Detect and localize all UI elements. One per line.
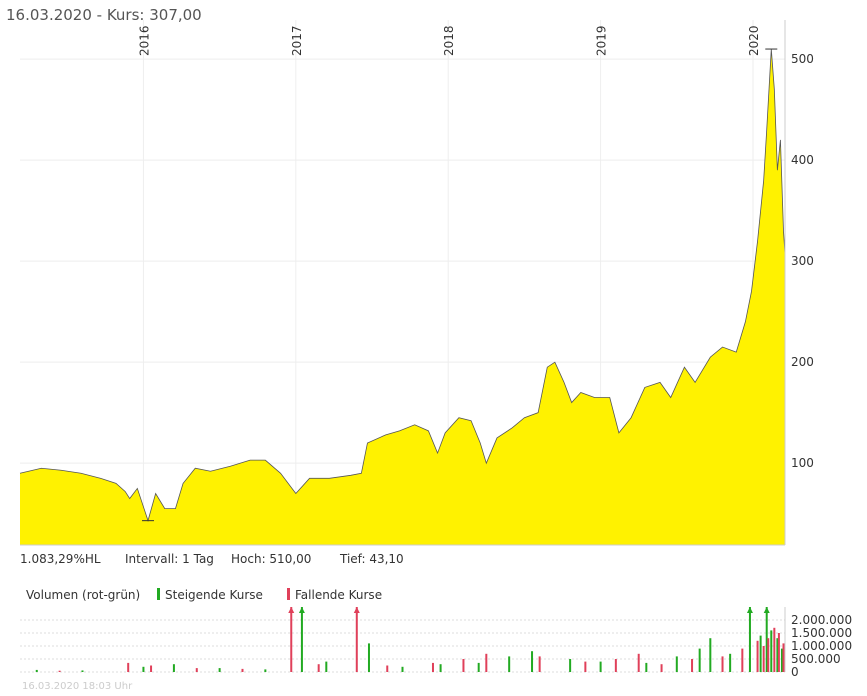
y-tick-label: 300 bbox=[791, 254, 814, 268]
volume-bar bbox=[691, 659, 694, 672]
area bbox=[20, 49, 785, 545]
volume-bar bbox=[538, 656, 541, 672]
overflow-arrow bbox=[288, 607, 295, 613]
overflow-arrow bbox=[353, 607, 360, 613]
x-tick-label: 2020 bbox=[747, 25, 761, 56]
volume-bar bbox=[782, 643, 785, 672]
volume-bar bbox=[485, 653, 488, 672]
x-tick-label: 2019 bbox=[595, 25, 609, 56]
volume-bar bbox=[218, 668, 221, 672]
y-tick-label: 100 bbox=[791, 456, 814, 470]
volume-bar bbox=[741, 648, 744, 672]
y-tick-label: 200 bbox=[791, 355, 814, 369]
y-tick-label: 0 bbox=[791, 665, 799, 679]
volume-bar bbox=[431, 662, 434, 672]
volume-bar bbox=[660, 664, 663, 672]
volume-bar bbox=[386, 665, 389, 672]
info: Hoch: 510,00 bbox=[231, 552, 311, 566]
volume-bar bbox=[756, 640, 759, 672]
info: Intervall: 1 Tag bbox=[125, 552, 214, 566]
volume-bar bbox=[317, 664, 320, 672]
volume-bar bbox=[290, 607, 293, 672]
y-tick-label: 1.500.000 bbox=[791, 626, 852, 640]
volume-bar bbox=[698, 648, 701, 672]
volume-bar bbox=[508, 656, 511, 672]
volume-bar bbox=[584, 661, 587, 672]
volume-bar bbox=[172, 664, 175, 672]
volume-bar bbox=[569, 659, 572, 672]
volume-title: Volumen (rot-grün) bbox=[26, 588, 140, 602]
volume-bar bbox=[142, 666, 145, 672]
volume-bar bbox=[58, 670, 61, 672]
header: 16.03.2020 - Kurs: 307,00 bbox=[6, 6, 202, 24]
x-tick-label: 2018 bbox=[442, 25, 456, 56]
y-tick-label: 500 bbox=[791, 52, 814, 66]
volume-bar bbox=[773, 627, 776, 672]
info: 1.083,29%HL bbox=[20, 552, 101, 566]
volume-bar bbox=[770, 630, 773, 672]
volume-bar bbox=[599, 661, 602, 672]
legend-label: Steigende Kurse bbox=[165, 588, 263, 602]
volume-bar bbox=[767, 638, 770, 672]
y-tick-label: 1.000.000 bbox=[791, 639, 852, 653]
volume-bar bbox=[776, 638, 779, 672]
volume-bar bbox=[759, 635, 762, 672]
volume-bar bbox=[462, 659, 465, 672]
volume-bar bbox=[127, 662, 130, 672]
volume-bar bbox=[675, 656, 678, 672]
volume-bar bbox=[439, 664, 442, 672]
volume-bar bbox=[264, 669, 267, 672]
legend-label: Fallende Kurse bbox=[295, 588, 382, 602]
info: Tief: 43,10 bbox=[339, 552, 404, 566]
y-tick-label: 500.000 bbox=[791, 652, 841, 666]
volume-bar bbox=[645, 662, 648, 672]
x-tick-label: 2017 bbox=[290, 25, 304, 56]
line bbox=[19, 49, 786, 523]
footer: 16.03.2020 18:03 Uhr bbox=[22, 681, 133, 692]
x-tick-label: 2016 bbox=[137, 25, 151, 56]
overflow-arrow bbox=[298, 607, 305, 613]
volume-bar bbox=[748, 607, 751, 672]
volume-bar bbox=[729, 653, 732, 672]
volume-bar bbox=[355, 607, 358, 672]
volume-bar bbox=[477, 662, 480, 672]
y-tick-label: 400 bbox=[791, 153, 814, 167]
volume-bar bbox=[241, 668, 244, 672]
volume-bar bbox=[762, 646, 765, 672]
volume-bar bbox=[300, 607, 303, 672]
volume-bar bbox=[367, 643, 370, 672]
legend-swatch bbox=[287, 588, 290, 600]
volume-bar bbox=[777, 633, 780, 672]
overflow-arrow bbox=[746, 607, 753, 613]
volume-bars bbox=[35, 607, 785, 672]
volume-bar bbox=[35, 669, 38, 672]
volume-bar bbox=[195, 668, 198, 672]
volume-bar bbox=[721, 656, 724, 672]
volume-bar bbox=[325, 661, 328, 672]
volume-bar bbox=[709, 638, 712, 672]
volume-bar bbox=[765, 607, 768, 672]
volume-bar bbox=[614, 659, 617, 672]
volume-bar bbox=[81, 670, 84, 672]
volume-bar bbox=[637, 653, 640, 672]
overflow-arrow bbox=[763, 607, 770, 613]
volume-bar bbox=[531, 651, 534, 672]
legend-swatch bbox=[157, 588, 160, 600]
y-tick-label: 2.000.000 bbox=[791, 613, 852, 627]
volume-bar bbox=[401, 666, 404, 672]
volume-bar bbox=[150, 665, 153, 672]
volume-bar bbox=[780, 648, 783, 672]
